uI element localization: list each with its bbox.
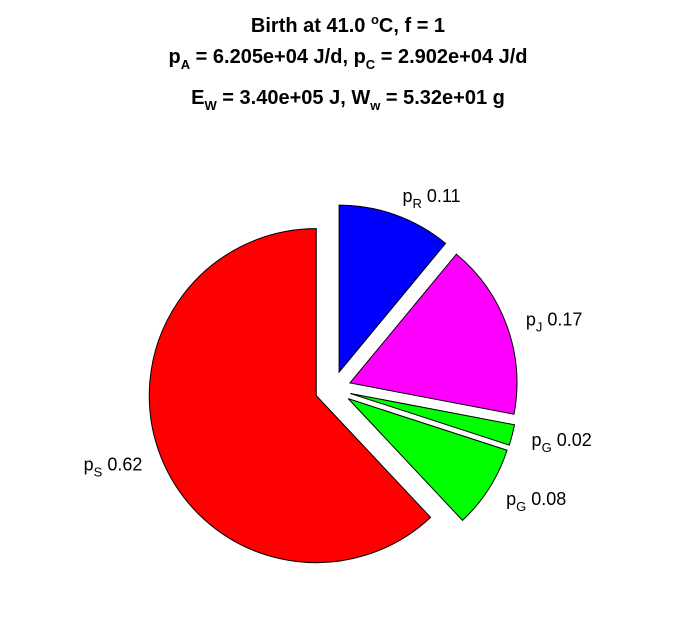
pie-slice-pg-2 (350, 392, 516, 446)
pie-slice-ps-4 (148, 228, 432, 564)
slice-label-0: pR 0.11 (402, 186, 460, 211)
slice-label-1: pJ 0.17 (526, 310, 583, 335)
pie-slice-pj-1 (349, 253, 518, 415)
slice-label-4: pS 0.62 (84, 454, 143, 479)
slice-label-2: pG 0.02 (532, 430, 592, 455)
pie-slices (148, 204, 518, 564)
pie-slice-pg-3 (347, 398, 508, 522)
title-line-3: EW = 3.40e+05 J, Ww = 5.32e+01 g (191, 87, 505, 113)
pie-labels: pR 0.11 pJ 0.17 pG 0.02 pG 0.08 pS 0.62 (84, 186, 592, 514)
title-line-1: Birth at 41.0 oC, f = 1 (251, 12, 445, 37)
slice-label-3: pG 0.08 (506, 489, 566, 514)
chart-title: Birth at 41.0 oC, f = 1 pA = 6.205e+04 J… (168, 12, 527, 113)
title-line-2: pA = 6.205e+04 J/d, pC = 2.902e+04 J/d (168, 46, 527, 72)
pie-slice-pr-0 (338, 204, 447, 374)
